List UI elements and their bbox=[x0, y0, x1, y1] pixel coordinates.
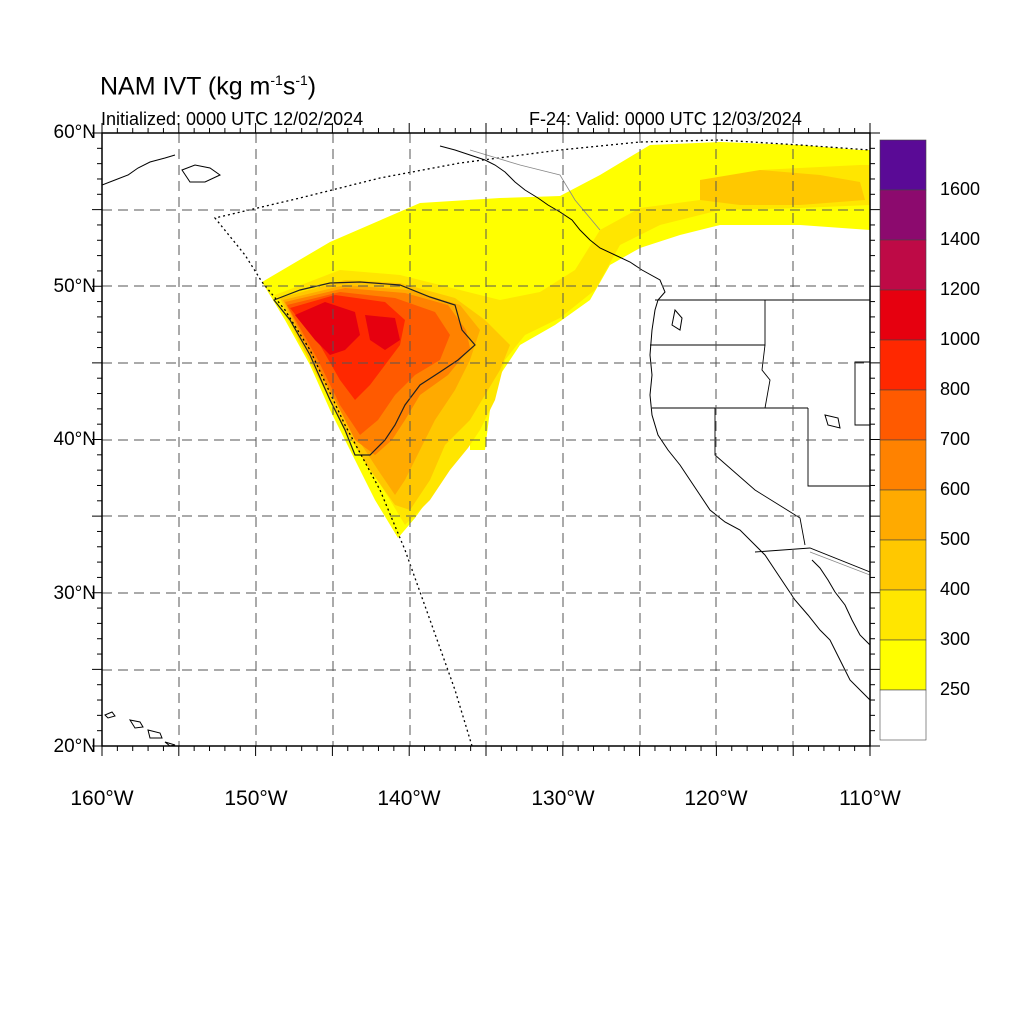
lon-label-110w: 110°W bbox=[839, 787, 901, 810]
lat-label-30: 30°N bbox=[53, 583, 96, 604]
lat-label-20: 20°N bbox=[53, 736, 96, 757]
colorbar-swatch bbox=[879, 589, 927, 641]
lon-label-140w: 140°W bbox=[377, 787, 441, 810]
colorbar-label: 250 bbox=[940, 679, 971, 699]
axis-ticks bbox=[92, 123, 880, 756]
colorbar-swatch bbox=[879, 639, 927, 691]
chart-title: NAM IVT (kg m-1s-1) bbox=[100, 72, 317, 101]
lon-label-120w: 120°W bbox=[684, 787, 748, 810]
colorbar-swatch bbox=[879, 139, 927, 191]
ivt-1000-band bbox=[295, 302, 360, 355]
colorbar-swatch bbox=[879, 289, 927, 341]
graticule bbox=[102, 133, 870, 746]
colorbar-swatch bbox=[879, 489, 927, 541]
colorbar-swatch bbox=[879, 239, 927, 291]
colorbar-label: 600 bbox=[940, 479, 971, 499]
colorbar-label: 800 bbox=[940, 379, 971, 399]
colorbar-swatch bbox=[879, 539, 927, 591]
coastlines bbox=[102, 145, 870, 746]
lon-label-150w: 150°W bbox=[224, 787, 288, 810]
colorbar-swatch bbox=[879, 389, 927, 441]
ivt-400-band-north bbox=[700, 170, 865, 205]
colorbar-label: 1600 bbox=[940, 179, 981, 199]
init-time-label: Initialized: 0000 UTC 12/02/2024 bbox=[101, 109, 364, 129]
state-borders bbox=[650, 299, 870, 573]
colorbar-label: 1200 bbox=[940, 279, 981, 299]
colorbar-label: 500 bbox=[940, 529, 971, 549]
ivt-1000-band-east bbox=[365, 315, 400, 350]
colorbar-label: 1000 bbox=[940, 329, 981, 349]
valid-time-label: F-24: Valid: 0000 UTC 12/03/2024 bbox=[529, 109, 802, 129]
colorbar-label: 1400 bbox=[940, 229, 981, 249]
colorbar-label: 400 bbox=[940, 579, 971, 599]
colorbar bbox=[879, 139, 927, 741]
ivt-700-contour bbox=[273, 281, 476, 456]
colorbar-label: 700 bbox=[940, 429, 971, 449]
colorbar-swatch bbox=[879, 689, 927, 741]
colorbar-swatch bbox=[879, 339, 927, 391]
lon-label-130w: 130°W bbox=[531, 787, 595, 810]
ivt-shading bbox=[262, 142, 870, 538]
lat-label-40: 40°N bbox=[53, 429, 96, 450]
colorbar-swatch bbox=[879, 189, 927, 241]
lat-label-50: 50°N bbox=[53, 276, 96, 297]
colorbar-label: 300 bbox=[940, 629, 971, 649]
lon-label-160w: 160°W bbox=[70, 787, 134, 810]
lat-label-60: 60°N bbox=[53, 122, 96, 143]
colorbar-swatch bbox=[879, 439, 927, 491]
